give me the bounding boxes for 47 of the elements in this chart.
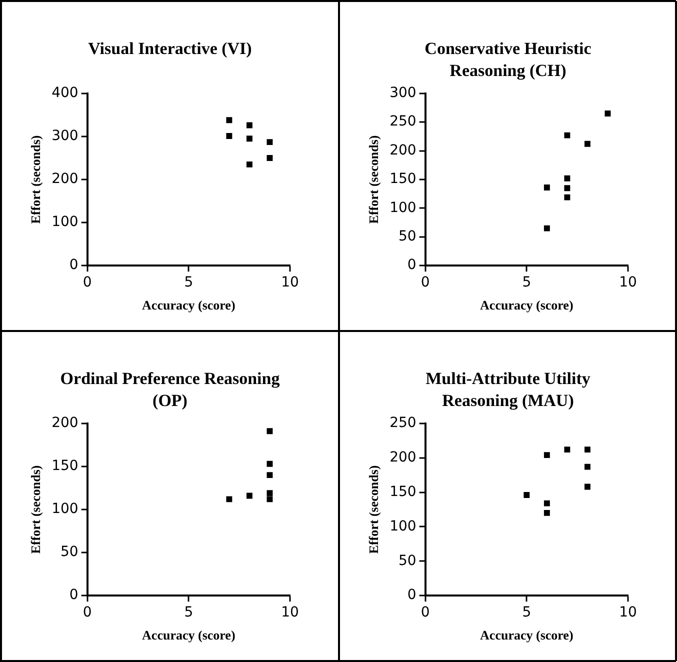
y-axis-title: Effort (seconds) (28, 135, 44, 224)
x-tick-label: 5 (522, 274, 532, 291)
x-axis-title: Accuracy (score) (142, 628, 236, 643)
x-axis-title: Accuracy (score) (480, 298, 574, 313)
y-tick-label: 0 (407, 587, 416, 604)
x-tick-label: 0 (420, 274, 430, 291)
y-tick-label: 250 (390, 415, 416, 432)
y-axis-title: Effort (seconds) (366, 465, 382, 554)
y-tick-label: 300 (390, 85, 416, 102)
y-tick-label: 200 (52, 171, 78, 188)
y-tick-label: 200 (390, 449, 416, 466)
y-tick-label: 100 (52, 501, 78, 518)
y-tick-label: 200 (52, 415, 78, 432)
x-tick-label: 10 (619, 604, 637, 621)
x-axis-title: Accuracy (score) (480, 628, 574, 643)
y-tick-label: 150 (390, 171, 416, 188)
y-tick-label: 150 (52, 458, 78, 474)
x-tick-label: 5 (184, 274, 194, 291)
y-axis-title: Effort (seconds) (366, 135, 382, 224)
x-tick-label: 5 (522, 604, 532, 621)
x-tick-label: 0 (420, 604, 430, 621)
y-tick-label: 0 (407, 257, 416, 274)
y-tick-label: 300 (52, 128, 78, 144)
x-tick-label: 10 (281, 604, 299, 621)
y-tick-label: 400 (52, 85, 78, 102)
y-tick-label: 50 (398, 552, 416, 569)
y-tick-label: 0 (69, 257, 78, 274)
y-tick-label: 100 (390, 518, 416, 534)
y-tick-label: 250 (390, 114, 416, 130)
y-tick-label: 150 (390, 484, 416, 500)
chart-title: Multi-Attribute Utility Reasoning (MAU) (424, 368, 592, 412)
y-tick-label: 0 (69, 587, 78, 604)
x-tick-label: 0 (82, 604, 92, 621)
y-tick-label: 100 (390, 200, 416, 216)
y-axis-title: Effort (seconds) (28, 465, 44, 554)
chart-title: Visual Interactive (VI) (87, 38, 253, 60)
x-tick-label: 5 (184, 604, 194, 621)
y-tick-label: 50 (60, 544, 78, 560)
y-tick-label: 100 (52, 214, 78, 230)
chart-title: Ordinal Preference Reasoning (OP) (59, 368, 281, 412)
x-tick-label: 10 (619, 274, 637, 291)
x-tick-label: 10 (281, 274, 299, 291)
x-axis-title: Accuracy (score) (142, 298, 236, 313)
y-tick-label: 50 (398, 228, 416, 245)
chart-title: Conservative Heuristic Reasoning (CH) (424, 38, 592, 82)
y-tick-label: 200 (390, 142, 416, 158)
x-tick-label: 0 (82, 274, 92, 291)
